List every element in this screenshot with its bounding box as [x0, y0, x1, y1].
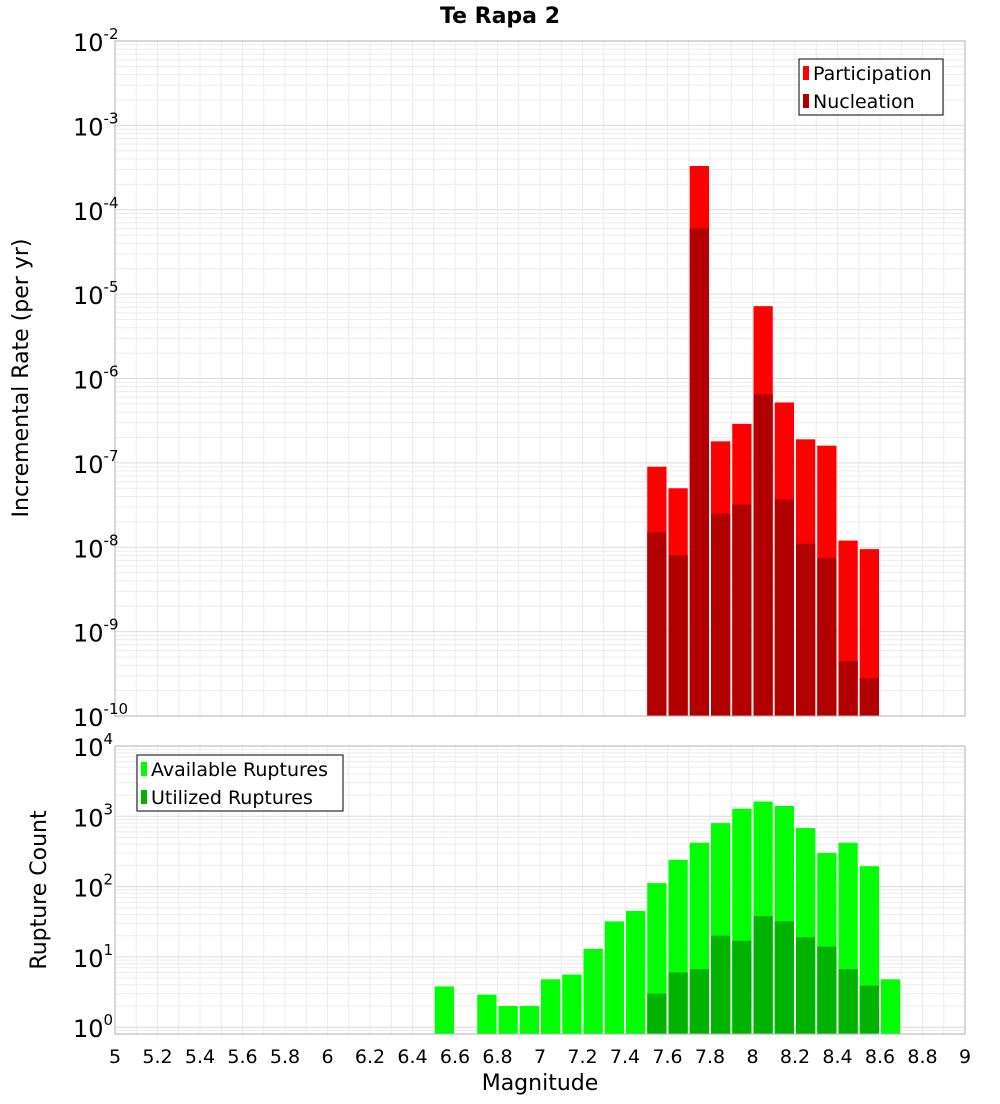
bar [838, 969, 858, 1034]
bar [732, 504, 752, 716]
x-tick-label: 6.2 [355, 1046, 385, 1068]
legend-box [798, 58, 944, 116]
rate-series-1 [647, 228, 879, 716]
bar [859, 985, 879, 1034]
legend-swatch [803, 66, 809, 80]
count-legend: Available Ruptures Utilized Ruptures [136, 754, 344, 812]
rate-legend: Participation Nucleation [798, 58, 944, 116]
rate-y-tick-label: 10-2 [73, 25, 119, 57]
count-y-tick-label: 102 [73, 871, 113, 903]
x-tick-label: 5.2 [142, 1046, 172, 1068]
legend-label: Participation [813, 63, 932, 85]
x-tick-label: 8.8 [907, 1046, 937, 1068]
rate-y-tick-label: 10-6 [73, 363, 119, 395]
count-y-tick-label: 104 [73, 730, 113, 762]
bar [732, 940, 752, 1034]
x-tick-label: 8.2 [780, 1046, 810, 1068]
x-tick-label: 7.2 [567, 1046, 597, 1068]
bar [753, 394, 773, 716]
legend-label: Nucleation [813, 91, 915, 113]
bar [711, 935, 731, 1034]
x-tick-label: 5.4 [185, 1046, 215, 1068]
bar [647, 993, 667, 1034]
rate-y-tick-label: 10-9 [73, 616, 119, 648]
bar [626, 910, 646, 1034]
bar [859, 678, 879, 716]
rate-y-tick-label: 10-3 [73, 109, 119, 141]
legend-label: Available Ruptures [151, 759, 328, 781]
x-tick-label: 7.6 [652, 1046, 682, 1068]
x-tick-labels: 5 5.2 5.4 5.6 5.8 6 6.2 6.4 6.6 6.8 7 7.2 7.4 7.6 7.8 8… [109, 1046, 971, 1068]
x-tick-label: 5.6 [227, 1046, 257, 1068]
legend-label: Utilized Ruptures [151, 787, 313, 809]
rate-y-tick-label: 10-10 [73, 700, 128, 732]
count-y-tick-label: 101 [73, 941, 113, 973]
legend-swatch [141, 762, 147, 776]
chart-title: Te Rapa 2 [440, 4, 560, 29]
rate-y-tick-label: 10-4 [73, 194, 119, 226]
x-tick-label: 6.8 [482, 1046, 512, 1068]
x-tick-label: 6.4 [397, 1046, 427, 1068]
bar [817, 946, 837, 1034]
bar [434, 986, 454, 1034]
legend-swatch [803, 94, 809, 108]
bar [583, 948, 603, 1034]
x-tick-label: 8.6 [865, 1046, 895, 1068]
bar [541, 979, 561, 1034]
x-tick-label: 8 [746, 1046, 758, 1068]
x-tick-label: 5 [109, 1046, 121, 1068]
bar [668, 972, 688, 1034]
x-tick-label: 8.4 [822, 1046, 852, 1068]
bar [562, 974, 582, 1034]
bar [774, 921, 794, 1034]
count-frame [114, 745, 966, 1035]
bar [881, 979, 901, 1034]
rate-panel: 10-10 10-9 10-8 10-7 10-6 10-5 10-4 10-3 10-2 Inc… [9, 25, 966, 732]
bar [647, 532, 667, 716]
bar [498, 1006, 518, 1034]
bar [796, 937, 816, 1034]
count-series-1 [647, 916, 879, 1034]
x-tick-label: 5.8 [270, 1046, 300, 1068]
x-tick-label: 7.8 [695, 1046, 725, 1068]
x-tick-label: 7.4 [610, 1046, 640, 1068]
bar [689, 969, 709, 1034]
bar [774, 499, 794, 716]
rate-y-tick-label: 10-7 [73, 447, 119, 479]
bar [604, 921, 624, 1034]
bar [838, 660, 858, 716]
rate-grid [114, 41, 966, 717]
rate-y-axis-label: Incremental Rate (per yr) [9, 239, 34, 518]
x-tick-label: 9 [959, 1046, 971, 1068]
count-panel: 100 101 102 103 104 Rupture Count Available Ru… [27, 730, 966, 1043]
x-axis-label: Magnitude [482, 1071, 599, 1096]
x-tick-label: 6.6 [440, 1046, 470, 1068]
count-y-tick-label: 100 [73, 1011, 113, 1043]
rate-frame [114, 40, 966, 717]
bar [519, 1006, 539, 1034]
x-tick-label: 7 [534, 1046, 546, 1068]
bar [668, 555, 688, 716]
x-tick-label: 6 [321, 1046, 333, 1068]
count-y-axis-label: Rupture Count [27, 810, 52, 970]
bar [817, 557, 837, 716]
bar [753, 916, 773, 1034]
legend-swatch [141, 790, 147, 804]
bar [796, 543, 816, 716]
bar [711, 513, 731, 716]
count-y-tick-label: 103 [73, 800, 113, 832]
legend-box [136, 754, 344, 812]
rate-y-tick-label: 10-8 [73, 531, 119, 563]
rate-y-tick-label: 10-5 [73, 278, 119, 310]
bar [477, 994, 497, 1034]
bar [689, 228, 709, 716]
bar [859, 549, 879, 716]
